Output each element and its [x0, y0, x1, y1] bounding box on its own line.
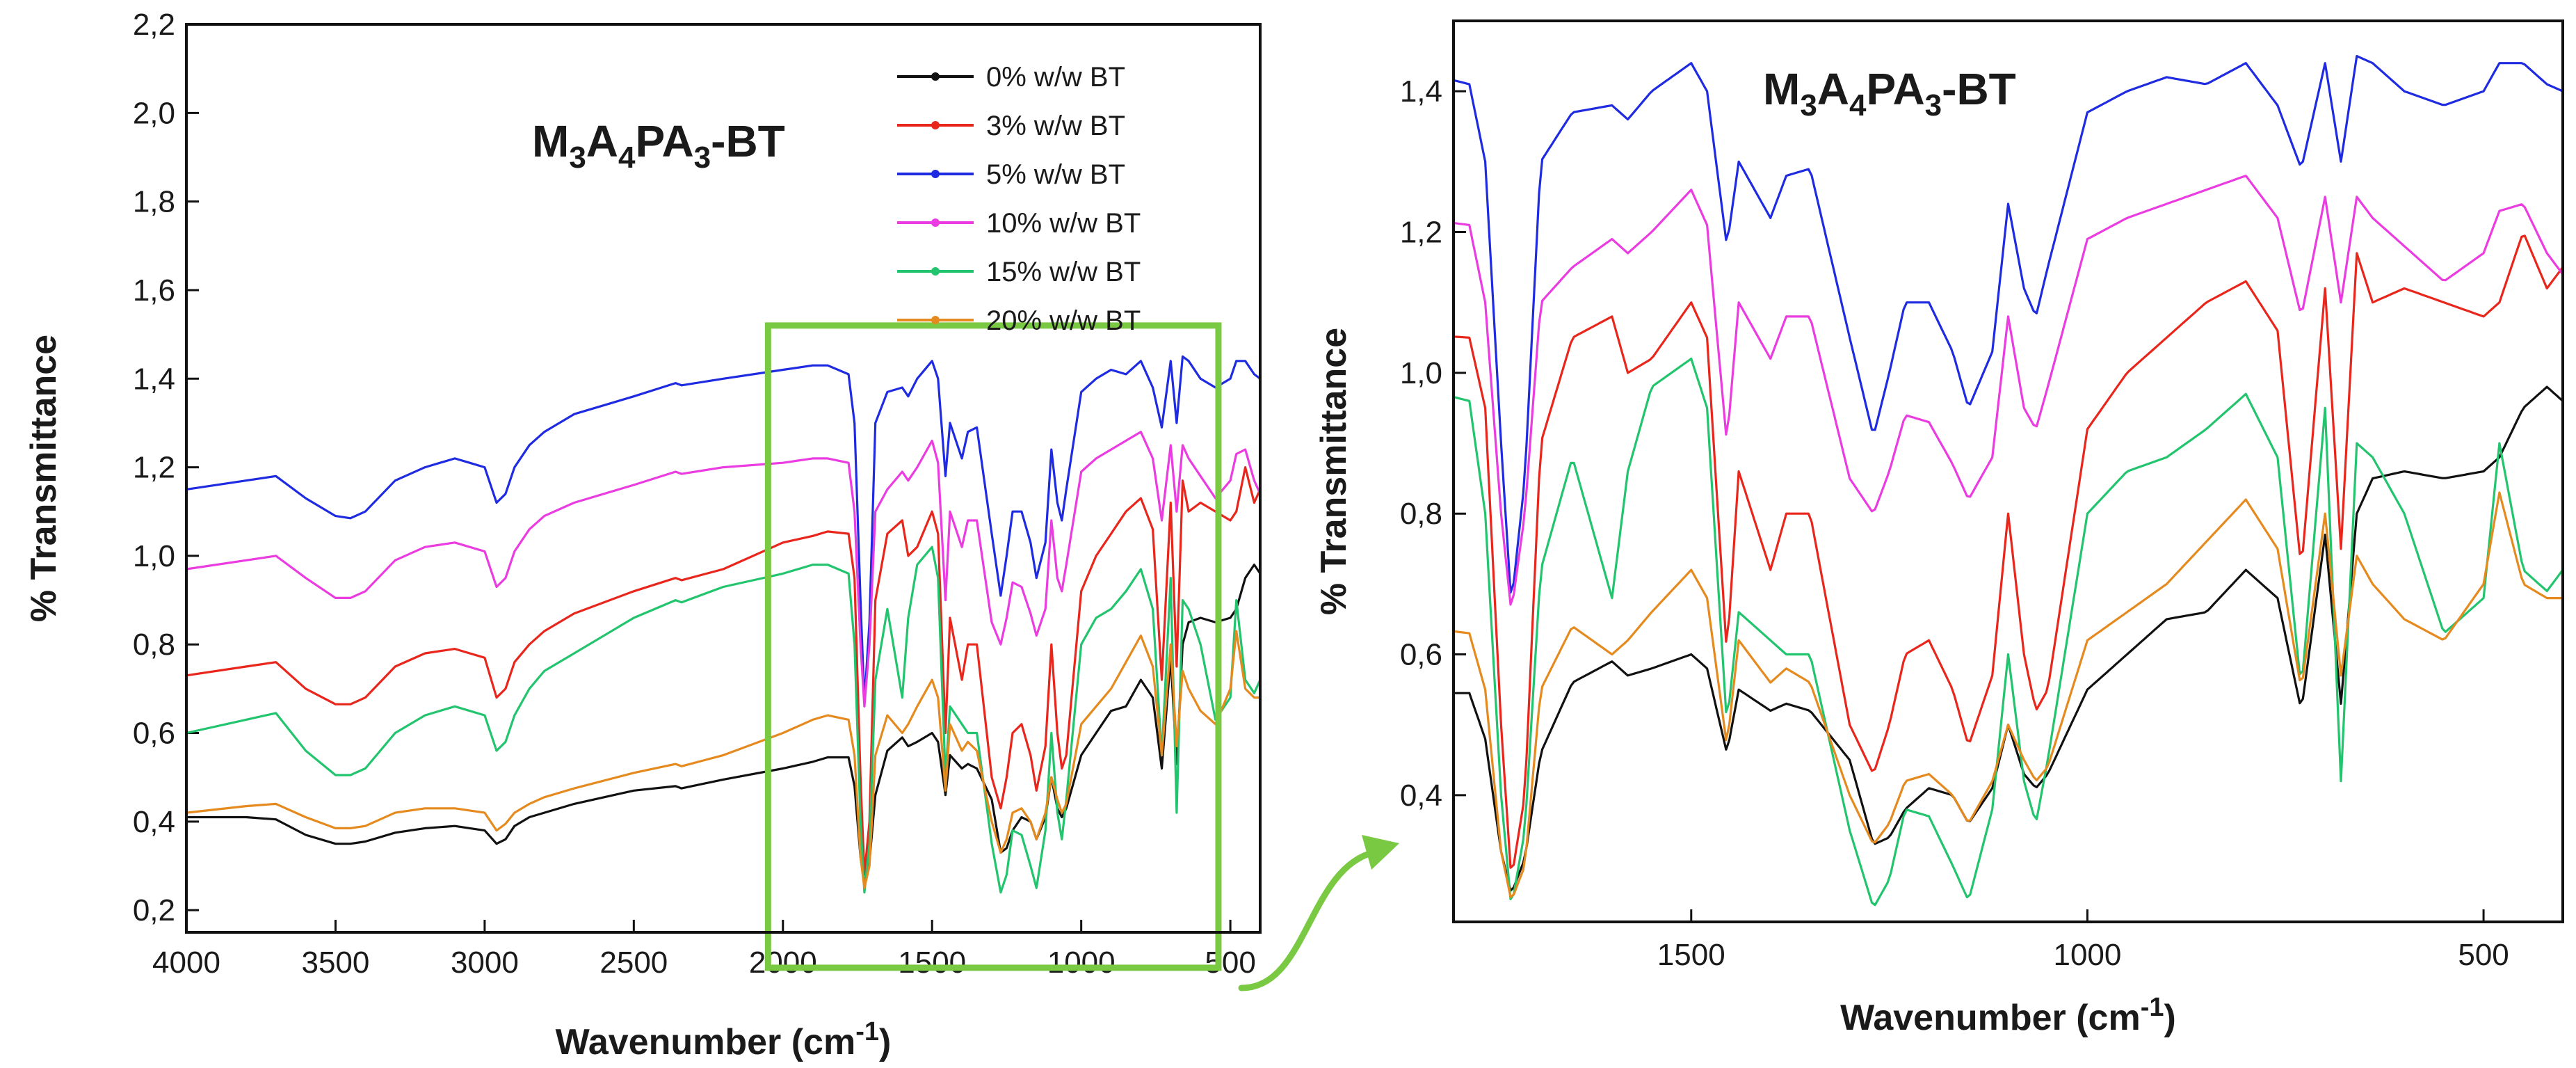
legend-label: 0% w/w BT: [986, 62, 1125, 93]
right-series-group: [1454, 54, 2563, 907]
title-segment: 3: [1925, 88, 1942, 122]
right-y-tick-label: 0,6: [1400, 638, 1442, 672]
title-segment: M: [1763, 64, 1800, 114]
right-series-line: [1454, 54, 2563, 594]
title-segment: 3: [569, 141, 586, 175]
left-y-tick-label: 2,2: [133, 8, 175, 42]
left-y-tick-label: 0,4: [133, 805, 175, 839]
left-series-line: [185, 355, 1262, 703]
right-chart-title: M3A4PA3-BT: [1763, 64, 2016, 122]
zoom-region-box: [764, 322, 1222, 971]
x-label-close: ): [2164, 998, 2175, 1038]
left-y-tick-label: 0,8: [133, 628, 175, 662]
left-x-tick-label: 500: [1205, 946, 1255, 980]
left-y-tick-label: 1,4: [133, 362, 175, 396]
right-x-tick-label: 1500: [1657, 938, 1725, 972]
left-chart-title: M3A4PA3-BT: [532, 116, 785, 175]
title-segment: A: [586, 116, 618, 166]
left-y-axis-label: % Transmittance: [24, 335, 64, 622]
right-series-line: [1454, 234, 2563, 869]
title-segment: M: [532, 116, 569, 166]
right-series-line: [1454, 357, 2563, 907]
left-series-line: [185, 465, 1262, 876]
legend-label: 3% w/w BT: [986, 111, 1125, 141]
right-y-tick-label: 0,8: [1400, 497, 1442, 531]
legend-label: 10% w/w BT: [986, 208, 1141, 239]
right-y-tick-label: 0,4: [1400, 779, 1442, 813]
left-series-group: [185, 355, 1262, 894]
left-x-tick-label: 2500: [599, 946, 668, 980]
left-y-tick-label: 0,2: [133, 893, 175, 927]
x-label-text: Wavenumber (cm: [556, 1022, 856, 1062]
right-y-tick-label: 1,2: [1400, 216, 1442, 250]
left-x-tick-label: 1000: [1047, 946, 1116, 980]
right-axes-ticks: 1500 1000 500 0,4 0,6 0,8 1,0 1,2 1,4: [1400, 74, 2509, 972]
legend-swatch-marker: [931, 170, 940, 178]
left-axes-ticks: 4000 3500 3000 2500 2000 1500 1000 500 0,2 0,4 0,6…: [133, 8, 1256, 980]
left-series-line: [185, 630, 1262, 889]
x-label-superscript: -1: [855, 1017, 879, 1046]
legend-label: 5% w/w BT: [986, 159, 1125, 190]
right-x-tick-label: 1000: [2053, 938, 2121, 972]
right-series-line: [1454, 385, 2563, 892]
legend-label: 15% w/w BT: [986, 257, 1141, 287]
right-y-tick-label: 1,4: [1400, 74, 1442, 109]
title-segment: -BT: [1942, 64, 2016, 114]
left-x-tick-label: 2000: [749, 946, 817, 980]
legend: 0% w/w BT 3% w/w BT 5% w/w BT 10% w/w BT 15%…: [897, 62, 1141, 336]
left-y-tick-label: 1,2: [133, 451, 175, 485]
title-segment: -BT: [711, 116, 785, 166]
right-x-tick-label: 500: [2458, 938, 2509, 972]
left-y-tick-label: 1,6: [133, 273, 175, 308]
title-segment: PA: [1867, 64, 1925, 114]
title-segment: A: [1817, 64, 1849, 114]
right-plot-frame: [1452, 19, 2564, 923]
legend-swatch-marker: [931, 72, 940, 81]
legend-label: 20% w/w BT: [986, 305, 1141, 336]
legend-swatch-marker: [931, 316, 940, 324]
x-label-close: ): [879, 1022, 891, 1062]
zoom-arrow-head: [1362, 835, 1399, 870]
left-y-tick-label: 2,0: [133, 96, 175, 130]
left-y-tick-label: 0,6: [133, 717, 175, 751]
title-segment: 3: [694, 141, 711, 175]
left-x-axis-label: Wavenumber (cm-1): [556, 1017, 892, 1062]
right-series-line: [1454, 175, 2563, 606]
zoom-arrow: [1238, 835, 1399, 991]
x-label-superscript: -1: [2141, 993, 2164, 1022]
title-segment: 4: [1849, 88, 1867, 122]
left-y-tick-label: 1,0: [133, 539, 175, 573]
title-segment: 3: [1800, 88, 1817, 122]
zoom-arrow-curve: [1238, 849, 1377, 991]
right-series-line: [1454, 491, 2563, 898]
left-x-tick-label: 4000: [152, 946, 220, 980]
x-label-text: Wavenumber (cm: [1840, 998, 2141, 1038]
title-segment: PA: [636, 116, 694, 166]
legend-swatch-marker: [931, 121, 940, 129]
left-y-tick-label: 1,8: [133, 185, 175, 219]
left-chart-panel: 4000 3500 3000 2500 2000 1500 1000 500 0,2 0,4 0,6…: [24, 8, 1262, 1062]
right-y-axis-label: % Transmittance: [1314, 328, 1354, 615]
left-x-tick-label: 3000: [451, 946, 519, 980]
right-x-axis-label: Wavenumber (cm-1): [1840, 993, 2176, 1038]
left-plot-frame: [185, 23, 1262, 934]
left-x-tick-label: 3500: [301, 946, 369, 980]
legend-swatch-marker: [931, 218, 940, 227]
left-series-line: [185, 545, 1262, 894]
right-y-tick-label: 1,0: [1400, 356, 1442, 390]
left-series-line: [185, 431, 1262, 708]
title-segment: 4: [618, 141, 636, 175]
left-x-tick-label: 1500: [898, 946, 966, 980]
legend-swatch-marker: [931, 267, 940, 276]
left-series-line: [185, 563, 1262, 885]
